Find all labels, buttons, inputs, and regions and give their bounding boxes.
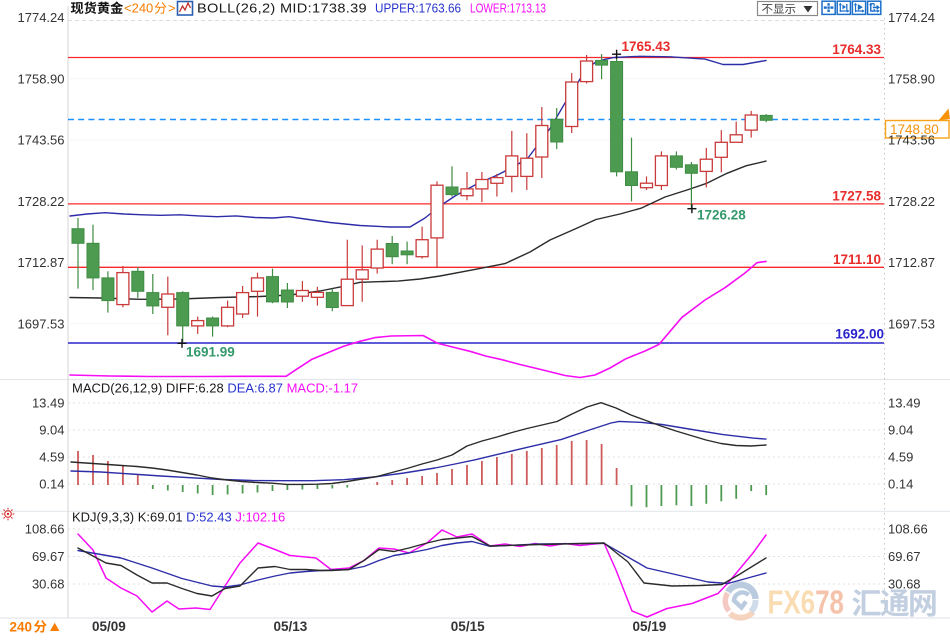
svg-text:1728.22: 1728.22: [18, 194, 65, 209]
svg-text:30.68: 30.68: [888, 577, 921, 592]
svg-text:69.67: 69.67: [32, 549, 65, 564]
svg-text:UPPER:1763.66: UPPER:1763.66: [375, 1, 461, 16]
svg-text:4.59: 4.59: [888, 450, 913, 465]
svg-text:69.67: 69.67: [888, 549, 921, 564]
svg-text:1748.80: 1748.80: [890, 122, 939, 137]
svg-text:BOLL(26,2) MID:1738.39: BOLL(26,2) MID:1738.39: [197, 1, 367, 16]
svg-text:4.59: 4.59: [39, 450, 64, 465]
svg-text:1764.33: 1764.33: [832, 42, 881, 57]
svg-text:>: >: [168, 1, 176, 16]
svg-text:1726.28: 1726.28: [697, 208, 746, 223]
svg-text:1711.10: 1711.10: [833, 252, 881, 267]
svg-text:05/09: 05/09: [92, 619, 126, 634]
svg-text:240: 240: [10, 620, 33, 635]
svg-text:05/15: 05/15: [451, 619, 485, 634]
svg-text:1774.24: 1774.24: [888, 10, 935, 25]
svg-text:<240: <240: [124, 1, 153, 16]
svg-text:1758.90: 1758.90: [888, 72, 935, 87]
svg-text:1692.00: 1692.00: [835, 327, 884, 342]
svg-text:1743.56: 1743.56: [18, 133, 65, 148]
svg-text:1758.90: 1758.90: [18, 72, 65, 87]
svg-text:05/13: 05/13: [274, 619, 308, 634]
svg-text:0.14: 0.14: [39, 477, 64, 492]
svg-text:1774.24: 1774.24: [18, 10, 65, 25]
svg-text:LOWER:1713.13: LOWER:1713.13: [470, 1, 546, 16]
svg-text:108.66: 108.66: [25, 522, 65, 537]
svg-text:1728.22: 1728.22: [888, 194, 935, 209]
svg-text:1712.87: 1712.87: [888, 255, 935, 270]
svg-text:MACD(26,12,9) DIFF:6.28 DEA:6.: MACD(26,12,9) DIFF:6.28 DEA:6.87 MACD:-1…: [72, 381, 358, 396]
svg-text:KDJ(9,3,3) K:69.01 D:52.43 J:1: KDJ(9,3,3) K:69.01 D:52.43 J:102.16: [72, 510, 285, 525]
svg-text:9.04: 9.04: [39, 423, 64, 438]
svg-text:1712.87: 1712.87: [18, 255, 65, 270]
svg-text:1727.58: 1727.58: [832, 189, 881, 204]
svg-text:108.66: 108.66: [888, 522, 928, 537]
svg-text:05/19: 05/19: [633, 619, 667, 634]
svg-text:13.49: 13.49: [888, 396, 921, 411]
svg-text:0.14: 0.14: [888, 477, 913, 492]
svg-text:1697.53: 1697.53: [18, 316, 65, 331]
svg-text:1765.43: 1765.43: [622, 39, 671, 54]
svg-text:1691.99: 1691.99: [186, 345, 235, 360]
svg-text:FX678: FX678: [768, 584, 845, 621]
svg-text:1697.53: 1697.53: [888, 316, 935, 331]
svg-text:1743.56: 1743.56: [888, 133, 935, 148]
svg-text:30.68: 30.68: [32, 577, 65, 592]
svg-text:13.49: 13.49: [32, 396, 65, 411]
svg-text:9.04: 9.04: [888, 423, 913, 438]
